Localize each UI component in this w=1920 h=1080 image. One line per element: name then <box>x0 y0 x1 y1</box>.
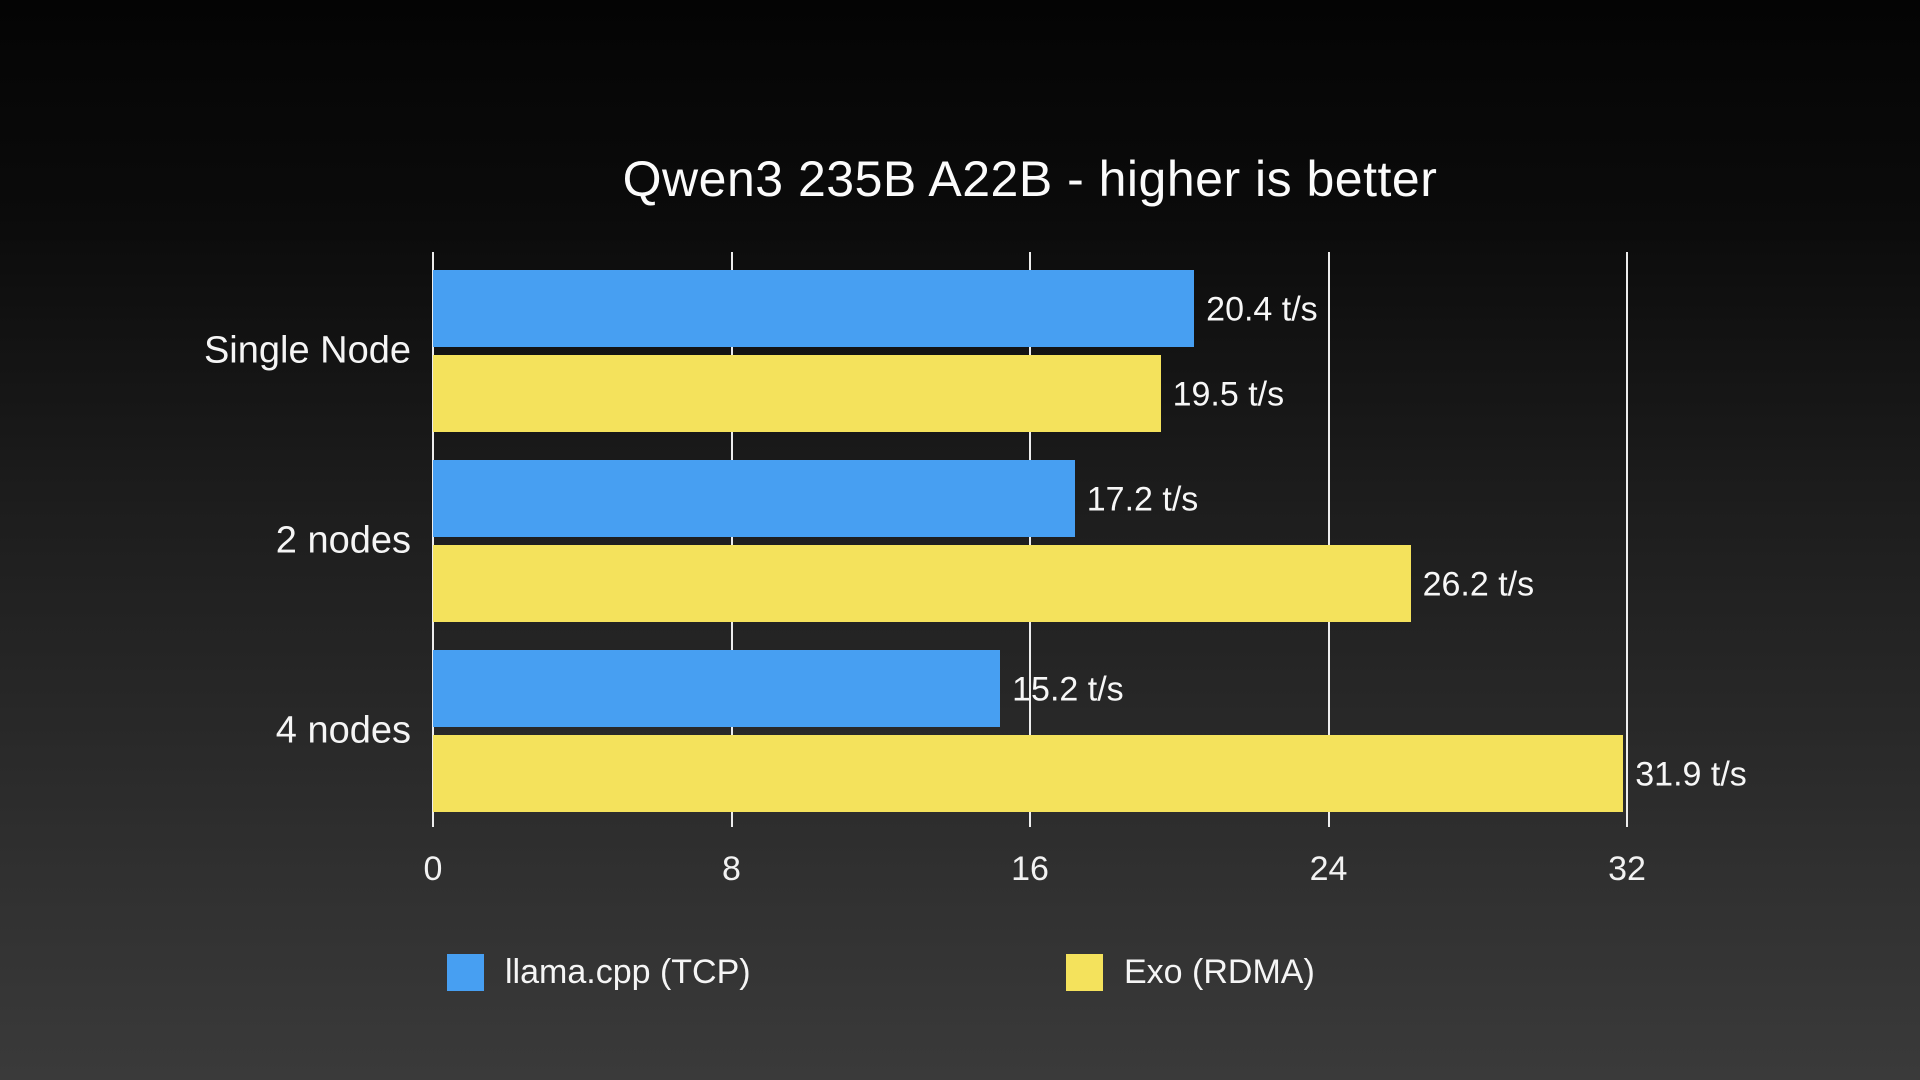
bar-llama-cpp-tcp-4-nodes <box>433 650 1001 727</box>
value-label-llama-cpp-tcp-2-nodes: 17.2 t/s <box>1086 480 1199 518</box>
bar-exo-rdma-2-nodes <box>433 545 1411 622</box>
plot-area: 20.4 t/s 19.5 t/s 17.2 t/s 26.2 t/s 15.2 t/s… <box>204 252 1747 827</box>
category-label-single-node: Single Node <box>203 329 411 372</box>
bar-exo-rdma-4-nodes <box>433 735 1624 812</box>
value-label-llama-cpp-tcp-single-node: 20.4 t/s <box>1206 290 1318 328</box>
gridline-0 <box>432 252 434 827</box>
value-label-llama-cpp-tcp-4-nodes: 15.2 t/s <box>1012 670 1124 708</box>
x-tick-label-16: 16 <box>1011 850 1049 888</box>
legend-item-exo-rdma: Exo (RDMA) <box>1066 953 1315 992</box>
legend-swatch-llama-cpp-tcp <box>447 954 484 991</box>
bar-llama-cpp-tcp-2-nodes <box>433 460 1075 537</box>
gridline-32 <box>1626 252 1628 827</box>
x-tick-label-32: 32 <box>1608 850 1646 888</box>
x-tick-label-0: 0 <box>423 850 443 888</box>
x-tick-label-24: 24 <box>1309 850 1348 888</box>
bar-exo-rdma-single-node <box>433 355 1161 432</box>
gridline-8 <box>730 252 733 827</box>
category-label-4-nodes: 4 nodes <box>275 709 411 752</box>
legend-item-llama-cpp-tcp: llama.cpp (TCP) <box>447 953 751 992</box>
value-label-exo-rdma-2-nodes: 26.2 t/s <box>1422 565 1535 603</box>
legend-label-llama-cpp-tcp: llama.cpp (TCP) <box>505 953 751 991</box>
category-label-2-nodes: 2 nodes <box>275 519 411 562</box>
bar-llama-cpp-tcp-single-node <box>433 270 1195 347</box>
gridline-24 <box>1327 252 1330 827</box>
gridline-16 <box>1029 252 1031 827</box>
x-axis: 0 8 16 24 32 <box>424 850 1646 890</box>
legend-label-exo-rdma: Exo (RDMA) <box>1124 953 1315 991</box>
legend-swatch-exo-rdma <box>1066 954 1103 991</box>
chart-title: Qwen3 235B A22B - higher is better <box>622 151 1438 207</box>
value-label-exo-rdma-4-nodes: 31.9 t/s <box>1635 755 1747 793</box>
value-label-exo-rdma-single-node: 19.5 t/s <box>1172 375 1285 413</box>
x-tick-label-8: 8 <box>722 850 741 888</box>
